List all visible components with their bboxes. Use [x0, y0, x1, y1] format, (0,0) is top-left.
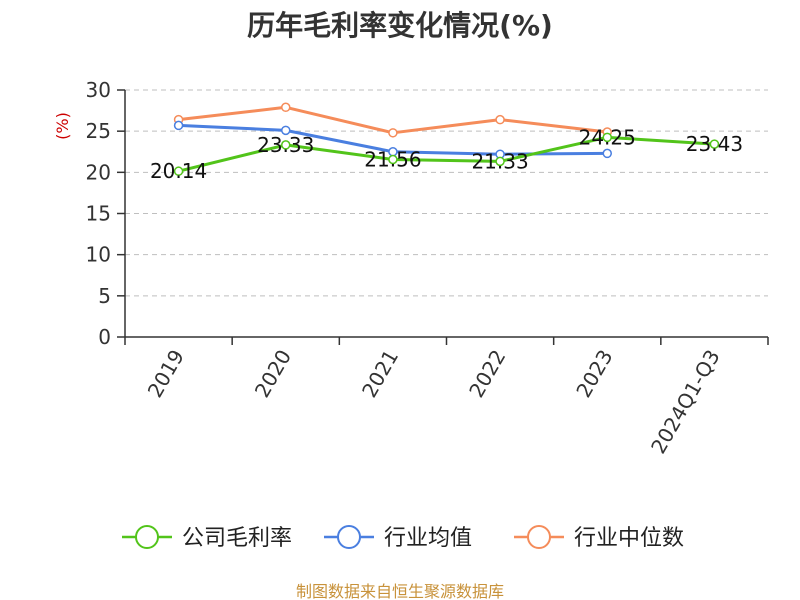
y-tick-label: 30: [86, 78, 111, 102]
data-point-industry_median: [495, 114, 505, 125]
data-point-industry_median: [388, 128, 398, 138]
data-point-company: [173, 166, 184, 176]
x-tick-label: 2021: [357, 346, 403, 402]
legend-label: 行业中位数: [574, 526, 684, 551]
chart-title: 历年毛利率变化情况(%): [247, 9, 553, 42]
legend-label: 行业均值: [384, 526, 472, 551]
x-tick-label: 2019: [143, 346, 189, 402]
data-label: 23.33: [257, 133, 314, 157]
y-tick-label: 20: [86, 160, 111, 184]
data-point-company: [602, 132, 612, 143]
y-tick-label: 0: [98, 325, 111, 349]
data-label: 21.33: [471, 149, 528, 173]
data-source-note: 制图数据来自恒生聚源数据库: [295, 582, 504, 600]
x-tick-label: 2020: [250, 346, 296, 402]
legend-marker-company: [135, 525, 159, 549]
y-axis-label: (%): [53, 112, 72, 140]
data-point-industry_avg: [281, 125, 291, 136]
data-label: 23.43: [686, 132, 743, 156]
data-label: 24.25: [579, 125, 636, 149]
x-tick-label: 2022: [464, 346, 510, 402]
x-tick-label: 2023: [571, 346, 617, 402]
y-tick-label: 10: [86, 243, 111, 267]
legend-marker-industry_median: [527, 525, 551, 549]
data-label: 21.56: [364, 147, 421, 171]
data-point-company: [709, 139, 720, 149]
legend-label: 公司毛利率: [182, 526, 292, 551]
data-point-industry_avg: [173, 120, 184, 131]
data-point-industry_avg: [602, 148, 612, 159]
data-point-company: [388, 154, 398, 165]
y-tick-label: 15: [86, 202, 111, 226]
y-tick-label: 5: [98, 284, 111, 308]
data-label: 20.14: [150, 159, 207, 183]
data-point-company: [281, 140, 291, 150]
x-tick-label: 2024Q1-Q3: [646, 346, 725, 458]
series-line-company: [178, 135, 715, 173]
legend-marker-industry_avg: [337, 525, 361, 549]
data-point-company: [495, 156, 505, 167]
y-tick-label: 25: [86, 119, 111, 143]
data-point-industry_median: [281, 102, 291, 113]
